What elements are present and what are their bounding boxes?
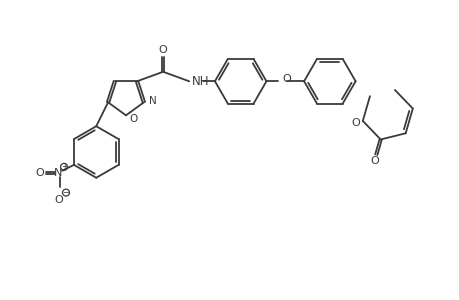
Text: O: O (55, 194, 63, 205)
Text: +: + (61, 162, 67, 171)
Text: N: N (149, 96, 156, 106)
Text: O: O (129, 114, 137, 124)
Text: NH: NH (192, 75, 209, 88)
Text: O: O (282, 74, 291, 84)
Text: O: O (369, 156, 378, 167)
Text: O: O (35, 168, 44, 178)
Text: O: O (351, 118, 360, 128)
Text: −: − (62, 188, 69, 197)
Text: O: O (158, 45, 167, 55)
Text: N: N (54, 168, 62, 178)
